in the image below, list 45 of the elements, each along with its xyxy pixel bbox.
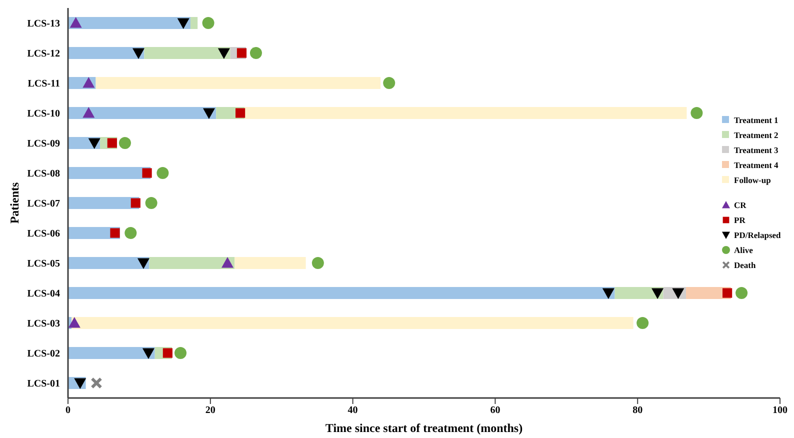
legend-label: Treatment 1	[734, 114, 778, 124]
legend-label: CR	[734, 200, 746, 210]
bar	[68, 347, 155, 359]
x-tick-label: 60	[490, 405, 500, 416]
legend-label: Death	[734, 260, 756, 270]
bar	[72, 317, 634, 329]
bar	[68, 17, 190, 29]
bar	[68, 47, 144, 59]
legend-label: Alive	[734, 244, 753, 254]
y-tick-label: LCS-02	[27, 348, 60, 360]
bar	[190, 17, 198, 29]
x-tick-label: 20	[205, 405, 216, 416]
y-axis-title: Patients	[7, 182, 22, 224]
bar	[68, 257, 150, 269]
legend-label: Treatment 4	[734, 160, 778, 170]
bar	[68, 107, 216, 119]
y-tick-label: LCS-04	[27, 288, 60, 300]
y-tick-label: LCS-01	[27, 378, 60, 390]
bar	[244, 107, 687, 119]
y-tick-label: LCS-05	[27, 258, 60, 270]
legend-label: Treatment 2	[734, 130, 778, 140]
legend-label: Follow-up	[734, 174, 771, 184]
y-tick-label: LCS-09	[27, 138, 60, 150]
y-tick-label: LCS-12	[27, 48, 60, 60]
x-tick-label: 0	[66, 405, 70, 416]
bar	[234, 257, 306, 269]
bar	[68, 287, 615, 299]
y-tick-label: LCS-13	[27, 18, 60, 30]
bar	[96, 77, 381, 89]
x-axis-title: Time since start of treatment (months)	[325, 421, 523, 435]
x-tick-label: 100	[772, 405, 788, 416]
y-tick-label: LCS-10	[27, 108, 60, 120]
y-tick-label: LCS-08	[27, 168, 60, 180]
x-tick-label: 80	[632, 405, 643, 416]
legend-label: PD/Relapsed	[734, 230, 781, 240]
x-tick-label: 40	[348, 405, 358, 416]
y-tick-label: LCS-03	[27, 318, 60, 330]
y-tick-label: LCS-11	[28, 78, 60, 90]
bar	[149, 257, 235, 269]
bar	[144, 47, 230, 59]
y-tick-label: LCS-07	[27, 198, 60, 210]
y-tick-label: LCS-06	[27, 228, 60, 240]
legend-label: PR	[734, 214, 746, 224]
legend-label: Treatment 3	[734, 144, 778, 154]
bar	[68, 167, 151, 179]
